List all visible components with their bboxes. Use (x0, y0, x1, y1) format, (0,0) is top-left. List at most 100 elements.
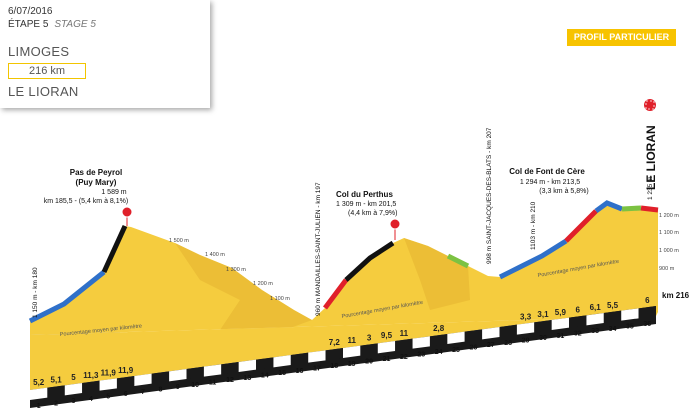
alt-mark-1400: 1 400 m (205, 252, 225, 258)
vlabel-mandailles: 960 m MANDAILLES-SAINT-JULIEN - km 197 (315, 182, 322, 316)
km-tick-label: 10 (191, 382, 199, 389)
summit-marker-icon (389, 218, 401, 240)
km-strip-cell (325, 348, 343, 361)
gradient-value: 6 (576, 306, 581, 315)
climb-2-name: Col du Perthus (336, 190, 393, 199)
km-tick-label: 3 (72, 398, 76, 405)
km-strip-cell (256, 357, 274, 370)
finish-city: LE LIORAN (8, 84, 79, 99)
km-strip-cell (134, 373, 152, 386)
km-tick-label: 2 (54, 401, 58, 408)
km-strip-cell (203, 364, 222, 377)
km-tick-label: 1 (37, 403, 41, 410)
climb-pas-de-peyrol: Pas de Peyrol (Puy Mary) 1 589 m km 185,… (44, 168, 133, 226)
km-strip-cell (116, 376, 135, 389)
km-strip-cell (464, 329, 483, 342)
climb-2-alt: 1 309 m - km 201,5 (336, 201, 396, 208)
km-strip-cell (621, 308, 639, 321)
km-tick-strip: 1 2 3 4 5 6 7 8 9 10 11 12 13 14 15 16 17 18 19 20 21 22 23 24 2… (30, 306, 656, 410)
gradient-value: 11 (400, 329, 409, 338)
km-strip-cell (638, 306, 656, 319)
profile-badge: PROFIL PARTICULIER (567, 29, 676, 46)
start-city: LIMOGES (8, 44, 70, 59)
alt-mark-1300: 1 300 m (226, 267, 246, 273)
road-segment-red-3 (640, 205, 659, 213)
gradient-value: 11 (347, 336, 356, 345)
km-tick-label: 32 (574, 331, 582, 338)
alt-mark-1500: 1 500 m (169, 238, 189, 244)
gradient-value: 5,9 (555, 308, 567, 317)
alt-mark-r-1100: 1 100 m (659, 230, 679, 236)
stage-number-fr: ÉTAPE 5 (8, 19, 49, 30)
km-strip-cell (47, 385, 65, 398)
km-tick-label: 16 (296, 368, 304, 375)
stage-number: ÉTAPE 5 STAGE 5 (8, 19, 96, 30)
km-strip-cell (82, 380, 100, 393)
gradient-value: 5,5 (607, 301, 619, 310)
km-tick-label: 22 (400, 354, 408, 361)
km-tick-label: 12 (226, 377, 234, 384)
km-strip-cell (30, 387, 48, 400)
gradient-value: 11,9 (118, 366, 134, 375)
stage-number-en: STAGE 5 (54, 19, 96, 30)
vlabel-start: 1 150 m - km 180 (32, 267, 39, 318)
climb-1-alt: 1 589 m (101, 189, 126, 196)
km-tick-label: 26 (470, 345, 478, 352)
km-tick-label: 27 (487, 342, 495, 349)
stage-date: 6/07/2016 (8, 6, 53, 17)
gradient-value: 3,1 (537, 310, 549, 319)
alt-mark-1200: 1 200 m (253, 281, 273, 287)
km-tick-label: 5 (106, 394, 110, 401)
km-tick-label: 19 (348, 361, 356, 368)
climb-col-du-perthus: Col du Perthus 1 309 m - km 201,5 (4,4 k… (336, 190, 401, 240)
km-strip-cell (343, 345, 361, 358)
road-segment-green-2 (621, 205, 642, 212)
km-strip-cell (64, 383, 83, 396)
km-tick-label: 4 (89, 396, 93, 403)
km-strip-cell (377, 341, 396, 354)
stage-info-box: 6/07/2016 ÉTAPE 5 STAGE 5 LIMOGES 216 km … (0, 0, 210, 108)
km-tick-label: 35 (626, 324, 634, 331)
road-segment-blue-2 (498, 238, 568, 280)
km-tick-label: 20 (365, 359, 373, 366)
km-strip-cell (499, 324, 517, 337)
km-tick-label: 6 (124, 391, 128, 398)
gradient-labels: 5,2 5,1 5 11,3 11,9 11,97,2 11 3 9,5 112,83,3 3,1 5… (33, 296, 650, 387)
km-strip-cell (395, 338, 413, 351)
gradient-value: 6,1 (590, 303, 602, 312)
alt-mark-r-900: 900 m (659, 266, 675, 272)
km-strip-cell (221, 362, 239, 375)
climb-3-detail: (3,3 km à 5,8%) (539, 188, 588, 195)
finish-label: LE LIORAN (644, 125, 658, 190)
road-segment-black-1 (101, 224, 128, 274)
climb-1-name: Pas de Peyrol (70, 168, 122, 177)
km-strip-cell (534, 320, 552, 333)
alt-mark-1100: 1 100 m (270, 296, 290, 302)
km-end-label: km 216 (662, 291, 690, 300)
km-strip-cell (290, 352, 309, 365)
terrain-face (30, 203, 658, 335)
km-strip-cell (551, 317, 570, 330)
gradient-value: 2,8 (433, 324, 445, 333)
climb-1-name2: (Puy Mary) (76, 178, 117, 187)
km-tick-label: 14 (261, 373, 269, 380)
km-strip-cell (360, 343, 378, 356)
road-segment-green-1 (446, 253, 470, 269)
km-strip-cell (482, 327, 500, 340)
km-strip-cell (569, 315, 587, 328)
gradient-value: 3 (367, 334, 372, 343)
climb-1-detail: km 185,5 - (5,4 km à 8,1%) (44, 198, 128, 205)
summit-marker-icon (121, 206, 133, 226)
km-strip-cell (516, 322, 535, 335)
climb-col-de-font-de-cere: Col de Font de Cère 1 294 m - km 213,5 (… (509, 167, 588, 195)
alt-mark-r-1000: 1 000 m (659, 248, 679, 254)
km-strip-cell (412, 336, 430, 349)
km-tick-label: 25 (452, 347, 460, 354)
alt-mark-r-1200: 1 200 m (659, 213, 679, 219)
vlabel-finish: 1 235 m (647, 177, 654, 201)
gradient-value: 5 (71, 373, 76, 382)
km-tick-label: 21 (383, 356, 391, 363)
vlabel-km210: 1103 m - km 210 (530, 201, 537, 250)
km-strip-cell (238, 359, 257, 372)
